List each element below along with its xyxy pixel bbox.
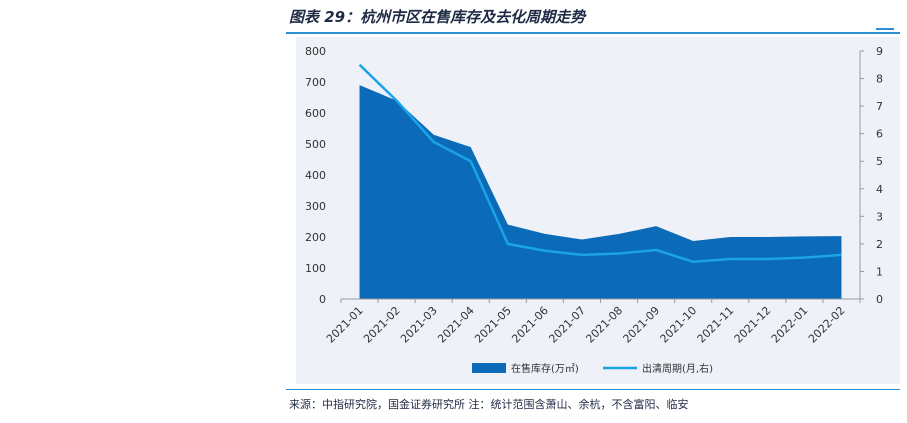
x-tick-label: 2021-09 <box>621 304 663 346</box>
y-right-tick-label: 1 <box>876 265 883 278</box>
y-left-tick-label: 300 <box>305 200 326 213</box>
plot-area <box>358 63 842 299</box>
x-tick-label: 2021-11 <box>695 304 737 346</box>
x-tick-label: 2021-01 <box>324 304 366 346</box>
y-left-tick-label: 800 <box>305 45 326 58</box>
left-axis: 0 100 200 300 400 500 600 700 800 <box>305 45 326 306</box>
clearance-line <box>358 63 842 264</box>
x-tick-label: 2021-10 <box>658 304 700 346</box>
y-right-tick-label: 9 <box>876 45 883 58</box>
y-left-tick-label: 100 <box>305 262 326 275</box>
y-right-tick-label: 3 <box>876 210 883 223</box>
x-tick-label: 2022-02 <box>806 304 848 346</box>
legend-label-inventory: 在售库存(万㎡) <box>511 362 579 375</box>
y-right-tick-label: 7 <box>876 100 883 113</box>
chart-title: 图表 29：杭州市区在售库存及去化周期走势 <box>289 8 586 26</box>
x-tick-label: 2021-03 <box>398 304 440 346</box>
x-tick-label: 2021-08 <box>583 304 625 346</box>
y-left-tick-label: 0 <box>319 293 326 306</box>
source-rule <box>286 389 900 390</box>
y-right-tick-label: 8 <box>876 73 883 86</box>
legend-label-clearance: 出清周期(月,右) <box>642 362 713 375</box>
x-tick-label: 2021-02 <box>361 304 403 346</box>
legend-swatch-inventory <box>472 363 506 373</box>
x-tick-label: 2021-05 <box>472 304 514 346</box>
source-note: 来源：中指研究院，国金证券研究所 注：统计范围含萧山、余杭，不含富阳、临安 <box>289 398 689 411</box>
y-left-tick-label: 400 <box>305 169 326 182</box>
x-tick-label: 2021-12 <box>732 304 774 346</box>
legend: 在售库存(万㎡) 出清周期(月,右) <box>472 362 713 375</box>
y-left-tick-label: 200 <box>305 231 326 244</box>
y-right-tick-label: 4 <box>876 183 883 196</box>
x-tick-label: 2021-07 <box>546 304 588 346</box>
y-right-tick-label: 0 <box>876 293 883 306</box>
y-left-tick-label: 600 <box>305 107 326 120</box>
x-tick-label: 2021-06 <box>509 304 551 346</box>
y-right-tick-label: 6 <box>876 128 883 141</box>
title-rule <box>286 32 900 34</box>
y-left-tick-label: 700 <box>305 76 326 89</box>
y-right-tick-label: 5 <box>876 155 883 168</box>
x-axis: 2021-012021-022021-032021-042021-052021-… <box>324 298 861 346</box>
y-left-tick-label: 500 <box>305 138 326 151</box>
y-right-tick-label: 2 <box>876 238 883 251</box>
title-rule-mark <box>876 28 894 30</box>
x-tick-label: 2022-01 <box>769 304 811 346</box>
right-axis: 0 1 2 3 4 5 6 7 8 9 <box>859 45 883 306</box>
inventory-area <box>359 85 842 299</box>
x-tick-label: 2021-04 <box>435 304 477 346</box>
